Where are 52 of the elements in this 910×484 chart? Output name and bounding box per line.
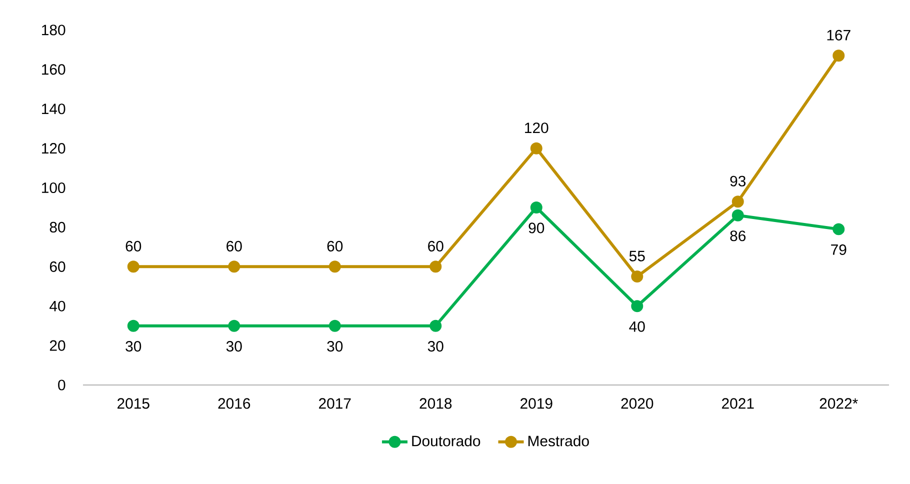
point xyxy=(732,209,744,222)
data-label: 40 xyxy=(629,321,645,332)
y-tick-label: 0 xyxy=(58,380,66,390)
point xyxy=(430,320,442,332)
x-tick-label: 2022* xyxy=(820,398,858,409)
point xyxy=(228,320,240,332)
y-tick-label: 140 xyxy=(42,104,66,114)
data-label: 120 xyxy=(525,122,548,134)
data-label: 93 xyxy=(730,176,746,186)
data-label: 60 xyxy=(226,240,242,252)
point xyxy=(228,260,240,273)
point xyxy=(530,142,542,154)
data-label: 30 xyxy=(428,341,444,352)
data-label: 30 xyxy=(327,341,343,352)
point xyxy=(631,300,644,312)
point xyxy=(732,196,744,208)
x-tick-label: 2015 xyxy=(118,398,150,409)
point xyxy=(631,270,644,283)
point xyxy=(530,202,542,214)
y-tick-label: 160 xyxy=(42,64,66,75)
data-label: 30 xyxy=(226,341,242,352)
point xyxy=(328,320,341,332)
y-tick-label: 60 xyxy=(50,261,66,272)
point xyxy=(127,320,140,332)
y-tick-label: 20 xyxy=(50,340,66,351)
point xyxy=(832,223,845,236)
data-label: 55 xyxy=(629,250,645,262)
point xyxy=(328,260,341,273)
y-tick-label: 80 xyxy=(50,222,66,233)
data-label: 90 xyxy=(528,222,544,234)
x-tick-label: 2017 xyxy=(319,398,351,409)
legend-label: Doutorado xyxy=(412,435,480,446)
legend-label: Mestrado xyxy=(528,435,589,446)
x-tick-label: 2018 xyxy=(420,398,452,409)
data-label: 30 xyxy=(126,341,142,352)
y-tick-label: 180 xyxy=(42,24,66,36)
x-tick-label: 2016 xyxy=(218,398,250,409)
x-tick-label: 2020 xyxy=(621,398,654,409)
x-tick-label: 2019 xyxy=(520,398,552,409)
data-label: 60 xyxy=(428,240,444,252)
point xyxy=(430,260,442,273)
data-label: 79 xyxy=(831,244,846,255)
point xyxy=(832,50,845,62)
data-label: 167 xyxy=(827,30,850,40)
y-tick-label: 100 xyxy=(42,182,66,194)
y-tick-label: 120 xyxy=(42,143,66,154)
data-label: 60 xyxy=(327,240,343,252)
y-tick-label: 40 xyxy=(50,300,66,312)
data-label: 86 xyxy=(730,230,746,242)
data-label: 60 xyxy=(126,240,142,252)
x-tick-label: 2021 xyxy=(722,398,754,409)
point xyxy=(127,260,140,273)
